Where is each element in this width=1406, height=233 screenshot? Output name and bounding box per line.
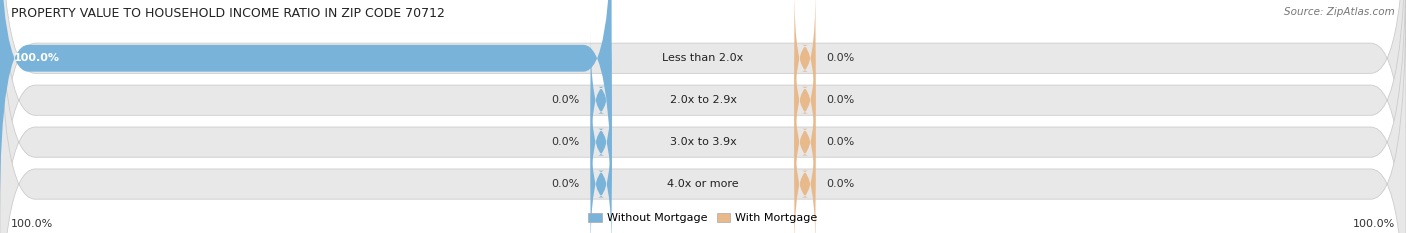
Text: 0.0%: 0.0% [551, 137, 581, 147]
FancyBboxPatch shape [591, 72, 612, 212]
FancyBboxPatch shape [794, 72, 815, 212]
FancyBboxPatch shape [794, 114, 815, 233]
FancyBboxPatch shape [591, 30, 612, 171]
Text: 0.0%: 0.0% [827, 53, 855, 63]
Text: 0.0%: 0.0% [827, 179, 855, 189]
Text: 3.0x to 3.9x: 3.0x to 3.9x [669, 137, 737, 147]
Text: Less than 2.0x: Less than 2.0x [662, 53, 744, 63]
Text: 0.0%: 0.0% [551, 95, 581, 105]
Text: 100.0%: 100.0% [1353, 219, 1395, 229]
Text: 100.0%: 100.0% [11, 219, 53, 229]
Text: 2.0x to 2.9x: 2.0x to 2.9x [669, 95, 737, 105]
Text: 0.0%: 0.0% [827, 137, 855, 147]
Legend: Without Mortgage, With Mortgage: Without Mortgage, With Mortgage [583, 208, 823, 227]
Text: Source: ZipAtlas.com: Source: ZipAtlas.com [1284, 7, 1395, 17]
Text: 0.0%: 0.0% [551, 179, 581, 189]
Text: 100.0%: 100.0% [14, 53, 60, 63]
FancyBboxPatch shape [591, 114, 612, 233]
FancyBboxPatch shape [794, 0, 815, 129]
FancyBboxPatch shape [0, 0, 612, 212]
FancyBboxPatch shape [794, 30, 815, 171]
Text: PROPERTY VALUE TO HOUSEHOLD INCOME RATIO IN ZIP CODE 70712: PROPERTY VALUE TO HOUSEHOLD INCOME RATIO… [11, 7, 446, 20]
Text: 4.0x or more: 4.0x or more [668, 179, 738, 189]
Text: 0.0%: 0.0% [827, 95, 855, 105]
